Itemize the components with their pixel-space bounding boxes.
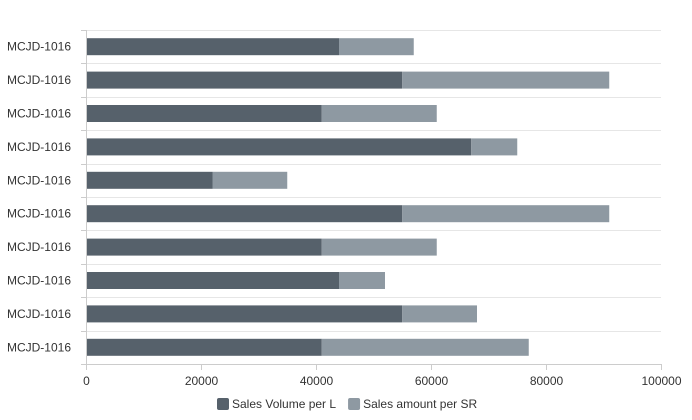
bar-segment-sales-amount[interactable] xyxy=(402,305,477,323)
legend-swatch xyxy=(348,398,361,410)
bar-segment-sales-volume[interactable] xyxy=(86,71,403,89)
bar-segment-sales-amount[interactable] xyxy=(321,238,437,256)
x-tick-label: 60000 xyxy=(415,374,449,388)
x-tick-label: 100000 xyxy=(641,374,681,388)
bar-segment-sales-amount[interactable] xyxy=(321,105,437,122)
bar-segment-sales-amount[interactable] xyxy=(321,338,529,356)
legend-label: Sales Volume per L xyxy=(232,397,336,411)
bar-segment-sales-volume[interactable] xyxy=(86,205,403,223)
category-label: MCJD-1016 xyxy=(7,140,71,154)
category-label: MCJD-1016 xyxy=(7,307,71,321)
bar-segment-sales-volume[interactable] xyxy=(86,305,403,323)
x-axis: 0 20000 40000 60000 80000 100000 xyxy=(81,30,682,388)
category-label: MCJD-1016 xyxy=(7,40,71,54)
bar-segment-sales-volume[interactable] xyxy=(86,38,339,56)
bar-segment-sales-volume[interactable] xyxy=(86,105,322,122)
bar-segment-sales-volume[interactable] xyxy=(86,272,339,289)
bar-segment-sales-amount[interactable] xyxy=(212,171,288,189)
bar-segment-sales-amount[interactable] xyxy=(402,205,610,223)
bar-segment-sales-amount[interactable] xyxy=(402,71,610,89)
legend-item-sales-amount[interactable]: Sales amount per SR xyxy=(348,397,477,411)
legend-label: Sales amount per SR xyxy=(363,397,477,411)
x-tick-label: 20000 xyxy=(185,374,219,388)
category-label: MCJD-1016 xyxy=(7,107,71,121)
bars xyxy=(86,38,610,356)
bar-segment-sales-amount[interactable] xyxy=(339,38,414,56)
legend-item-sales-volume[interactable]: Sales Volume per L xyxy=(217,397,336,411)
bar-segment-sales-amount[interactable] xyxy=(339,272,385,289)
x-tick-label: 80000 xyxy=(530,374,564,388)
legend[interactable]: Sales Volume per L Sales amount per SR xyxy=(217,397,477,411)
category-label: MCJD-1016 xyxy=(7,340,71,354)
category-label: MCJD-1016 xyxy=(7,240,71,254)
x-tick-label: 40000 xyxy=(300,374,334,388)
bar-segment-sales-volume[interactable] xyxy=(86,138,472,156)
category-labels: MCJD-1016 MCJD-1016 MCJD-1016 MCJD-1016 MCJD… xyxy=(7,40,71,355)
bar-segment-sales-volume[interactable] xyxy=(86,238,322,256)
x-tick-label: 0 xyxy=(83,374,90,388)
category-label: MCJD-1016 xyxy=(7,207,71,221)
bar-segment-sales-volume[interactable] xyxy=(86,338,322,356)
category-label: MCJD-1016 xyxy=(7,173,71,187)
bar-segment-sales-amount[interactable] xyxy=(471,138,518,156)
category-label: MCJD-1016 xyxy=(7,73,71,87)
bar-segment-sales-volume[interactable] xyxy=(86,171,213,189)
category-label: MCJD-1016 xyxy=(7,274,71,288)
legend-swatch xyxy=(217,398,229,410)
